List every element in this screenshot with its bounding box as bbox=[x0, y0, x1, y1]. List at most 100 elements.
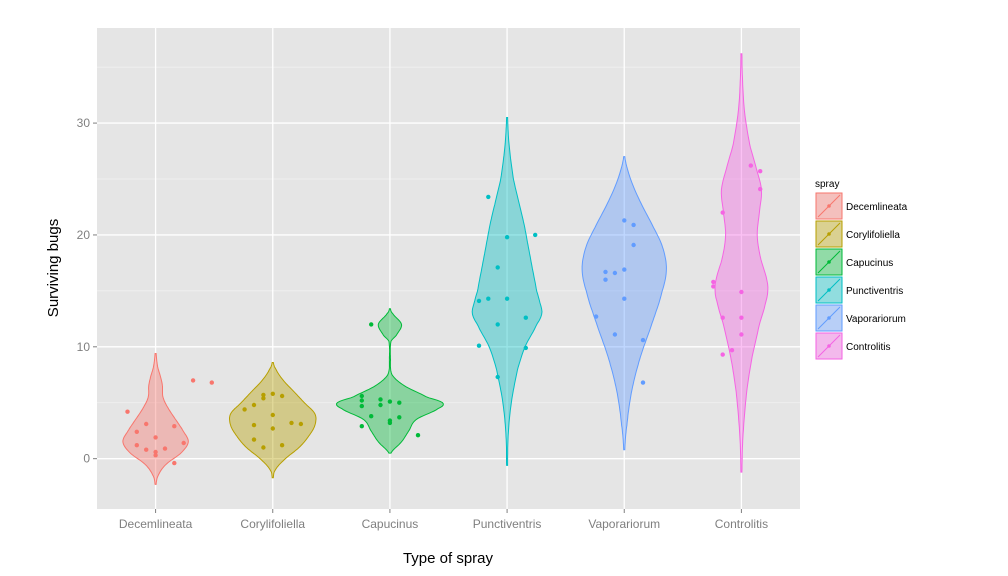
data-point bbox=[369, 322, 374, 327]
violins bbox=[122, 53, 769, 485]
data-point bbox=[720, 315, 725, 320]
data-point bbox=[172, 424, 177, 429]
data-point bbox=[359, 393, 364, 399]
data-point bbox=[495, 265, 500, 270]
data-point bbox=[359, 403, 364, 409]
legend-label: Capucinus bbox=[846, 258, 893, 269]
data-point bbox=[758, 186, 763, 192]
data-point bbox=[612, 332, 618, 337]
data-point bbox=[251, 422, 257, 428]
violin-corylifoliella bbox=[229, 362, 317, 479]
data-point bbox=[261, 396, 266, 401]
legend-key-point bbox=[827, 344, 831, 348]
data-point bbox=[153, 435, 158, 440]
data-point bbox=[720, 210, 725, 215]
legend-item-punctiventris: Punctiventris bbox=[814, 275, 903, 305]
data-point bbox=[153, 449, 158, 455]
data-point bbox=[359, 398, 364, 403]
data-point bbox=[172, 460, 177, 466]
data-point bbox=[486, 194, 491, 200]
x-tick-label: Punctiventris bbox=[473, 517, 542, 531]
data-point bbox=[369, 414, 374, 419]
data-point bbox=[415, 433, 421, 438]
data-point bbox=[495, 322, 500, 327]
data-point bbox=[181, 440, 186, 446]
legend-label: Decemlineata bbox=[846, 202, 908, 213]
legend-item-capucinus: Capucinus bbox=[814, 247, 893, 277]
violin-controlitis bbox=[714, 53, 769, 473]
data-point bbox=[270, 426, 275, 431]
data-point bbox=[603, 277, 608, 282]
data-point bbox=[298, 421, 304, 427]
data-point bbox=[270, 391, 275, 396]
data-point bbox=[387, 399, 393, 404]
jittered-points bbox=[125, 163, 763, 466]
data-point bbox=[711, 279, 716, 285]
x-tick-label: Decemlineata bbox=[119, 517, 193, 531]
data-point bbox=[134, 429, 139, 434]
data-point bbox=[533, 232, 538, 238]
data-point bbox=[144, 421, 149, 427]
x-axis-title: Type of spray bbox=[403, 550, 494, 567]
legend-label: Corylifoliella bbox=[846, 230, 900, 241]
data-point bbox=[397, 400, 402, 405]
y-axis-title: Surviving bugs bbox=[45, 219, 62, 317]
legend-label: Punctiventris bbox=[846, 286, 903, 297]
y-tick-label: 30 bbox=[77, 116, 91, 130]
data-point bbox=[622, 267, 627, 272]
data-point bbox=[523, 315, 528, 320]
data-point bbox=[153, 453, 158, 458]
data-point bbox=[486, 296, 491, 301]
data-point bbox=[495, 374, 500, 380]
violin-decemlineata bbox=[122, 353, 189, 485]
data-point bbox=[144, 447, 149, 452]
data-point bbox=[251, 437, 257, 442]
violin-vaporariorum bbox=[581, 156, 667, 451]
data-point bbox=[504, 235, 510, 240]
data-point bbox=[162, 446, 168, 451]
data-point bbox=[631, 242, 636, 248]
data-point bbox=[125, 409, 130, 414]
data-point bbox=[631, 222, 636, 228]
data-point bbox=[242, 407, 247, 412]
data-point bbox=[523, 345, 528, 351]
legend-label: Vaporariorum bbox=[846, 314, 906, 325]
data-point bbox=[261, 445, 266, 450]
data-point bbox=[359, 424, 364, 429]
legend-key-point bbox=[827, 316, 831, 320]
data-point bbox=[261, 392, 266, 398]
data-point bbox=[397, 415, 402, 420]
legend-item-corylifoliella: Corylifoliella bbox=[814, 219, 900, 249]
data-point bbox=[622, 296, 627, 301]
data-point bbox=[640, 337, 646, 343]
data-point bbox=[603, 269, 608, 275]
x-tick-label: Controlitis bbox=[715, 517, 768, 531]
data-point bbox=[748, 163, 753, 168]
data-point bbox=[378, 397, 383, 402]
legend-item-vaporariorum: Vaporariorum bbox=[814, 303, 906, 333]
data-point bbox=[622, 218, 627, 223]
data-point bbox=[270, 412, 275, 418]
data-point bbox=[729, 348, 735, 353]
data-point bbox=[504, 296, 510, 301]
legend-key-point bbox=[827, 204, 831, 208]
legend: spray Decemlineata Corylifoliella Capucinu… bbox=[814, 179, 908, 361]
data-point bbox=[739, 289, 744, 295]
data-point bbox=[739, 332, 744, 337]
x-tick-label: Corylifoliella bbox=[240, 517, 305, 531]
plot-panel bbox=[97, 28, 800, 509]
data-point bbox=[739, 315, 744, 320]
legend-item-controlitis: Controlitis bbox=[814, 331, 890, 361]
x-tick-label: Vaporariorum bbox=[588, 517, 660, 531]
violin-capucinus bbox=[335, 308, 444, 454]
legend-key-point bbox=[827, 232, 831, 236]
data-point bbox=[720, 352, 725, 357]
legend-key-point bbox=[827, 288, 831, 292]
legend-key-point bbox=[827, 260, 831, 264]
y-tick-label: 20 bbox=[77, 228, 91, 242]
x-tick-label: Capucinus bbox=[362, 517, 419, 531]
data-point bbox=[251, 402, 257, 408]
data-point bbox=[134, 443, 139, 448]
legend-title: spray bbox=[815, 179, 839, 190]
